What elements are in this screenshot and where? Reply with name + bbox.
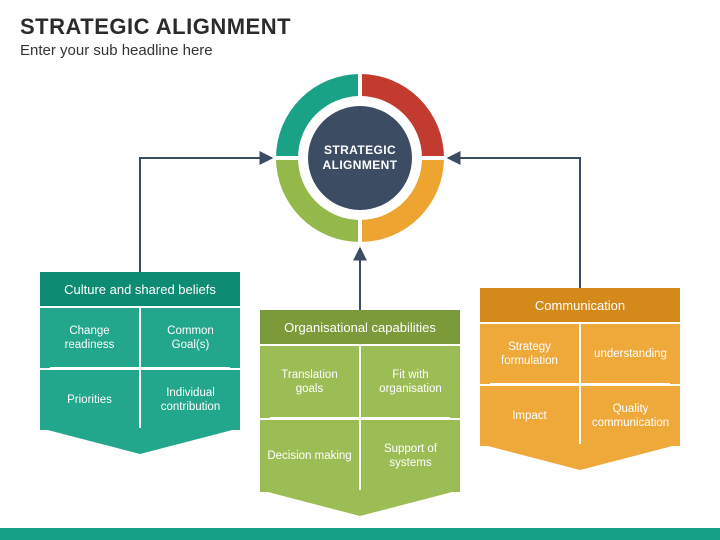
pillar-capabilities: Organisational capabilitiesTranslation g… (260, 310, 460, 516)
footer-bar (0, 528, 720, 540)
connector-2 (448, 158, 580, 288)
pillar-capabilities-cell-1: Fit with organisation (361, 346, 460, 418)
pillar-communication-cell-2: Impact (480, 386, 579, 446)
page-title: STRATEGIC ALIGNMENT (20, 14, 291, 40)
pillar-point-communication (480, 444, 680, 470)
pillar-communication: CommunicationStrategy formulationunderst… (480, 288, 680, 470)
pillar-culture-cell-3: Individual contribution (141, 370, 240, 430)
pillar-culture-cell-1: Common Goal(s) (141, 308, 240, 368)
ring-center-label: STRATEGIC ALIGNMENT (308, 106, 412, 210)
divider-v-communication (579, 330, 581, 436)
divider-v-capabilities (359, 352, 361, 482)
pillar-capabilities-cell-3: Support of systems (361, 420, 460, 492)
pillar-capabilities-cell-2: Decision making (260, 420, 359, 492)
pillar-header-culture: Culture and shared beliefs (40, 272, 240, 306)
pillar-culture-cell-2: Priorities (40, 370, 139, 430)
pillar-header-communication: Communication (480, 288, 680, 322)
ring-center-line2: ALIGNMENT (323, 158, 398, 173)
ring-center-line1: STRATEGIC (323, 143, 398, 158)
pillar-culture: Culture and shared beliefsChange readine… (40, 272, 240, 454)
pillar-communication-cell-1: understanding (581, 324, 680, 384)
pillar-culture-cell-0: Change readiness (40, 308, 139, 368)
pillar-header-capabilities: Organisational capabilities (260, 310, 460, 344)
page-subtitle: Enter your sub headline here (20, 42, 213, 59)
pillar-point-culture (40, 428, 240, 454)
pillar-communication-cell-0: Strategy formulation (480, 324, 579, 384)
pillar-capabilities-cell-0: Translation goals (260, 346, 359, 418)
divider-v-culture (139, 314, 141, 420)
center-ring: STRATEGIC ALIGNMENT (276, 74, 444, 242)
connector-0 (140, 158, 272, 272)
pillar-point-capabilities (260, 490, 460, 516)
pillar-communication-cell-3: Quality communication (581, 386, 680, 446)
